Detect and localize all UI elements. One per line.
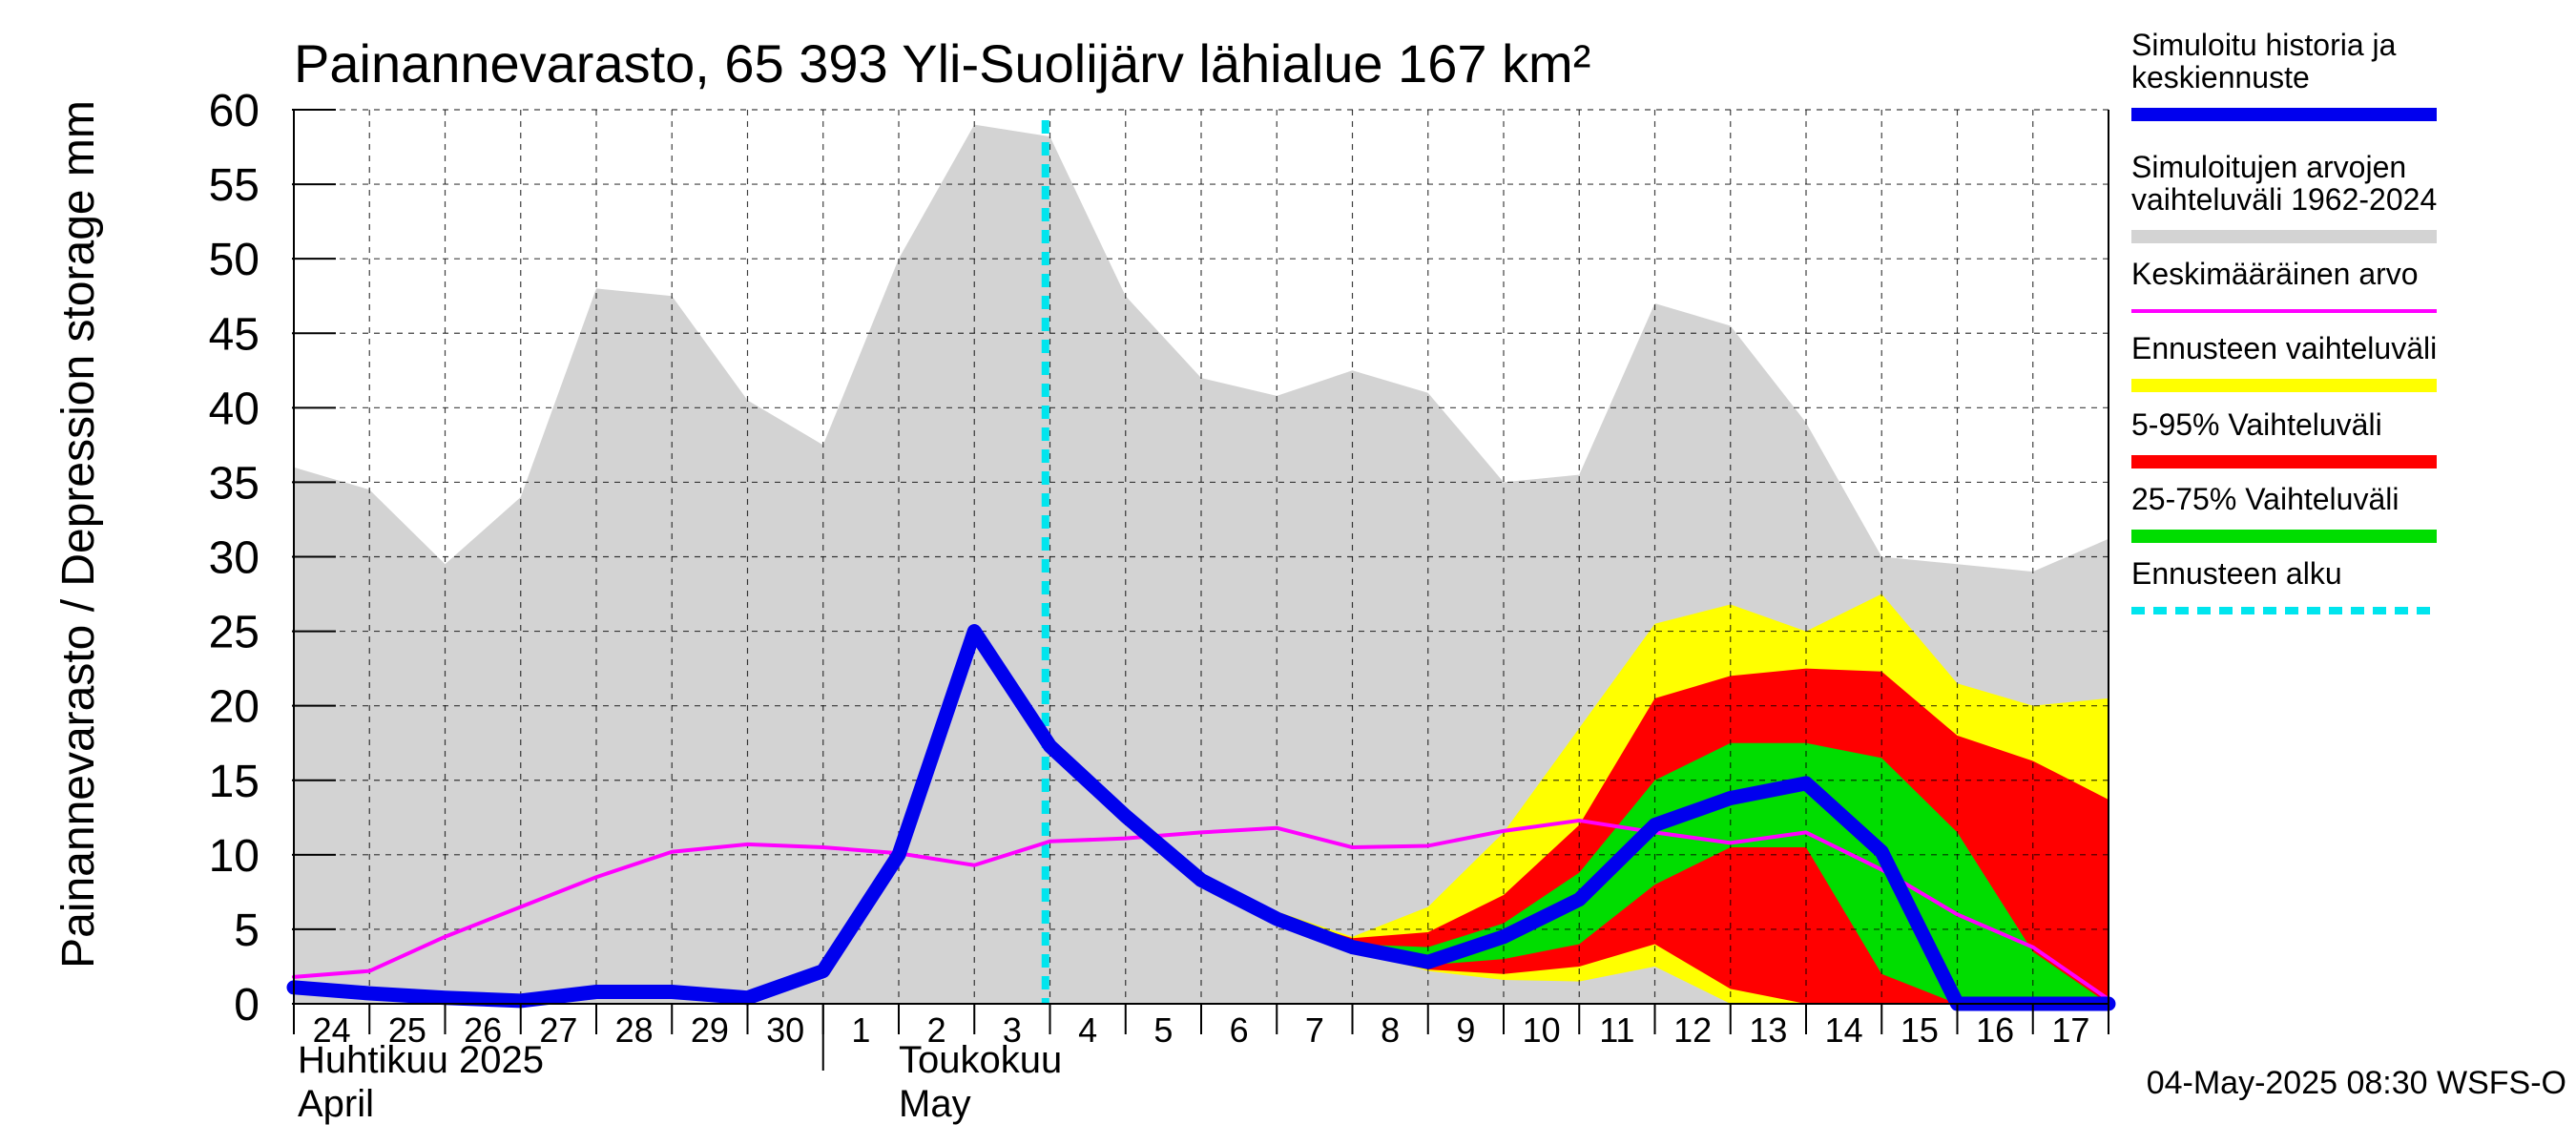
x-tick-label: 16 (1976, 1010, 2014, 1050)
x-tick-label: 4 (1078, 1010, 1097, 1050)
x-tick-label: 24 (313, 1010, 351, 1050)
x-tick-label: 25 (388, 1010, 426, 1050)
x-tick-label: 29 (691, 1010, 729, 1050)
x-tick-label: 15 (1901, 1010, 1939, 1050)
y-tick-label: 40 (209, 384, 260, 434)
x-tick-label: 9 (1456, 1010, 1475, 1050)
legend-label-keskim-r-inen-arvo: Keskimääräinen arvo (2131, 257, 2419, 291)
y-tick-label: 35 (209, 458, 260, 509)
x-tick-label: 6 (1230, 1010, 1249, 1050)
y-tick-label: 25 (209, 608, 260, 658)
y-axis-label: Painannevarasto / Depression storage mm (53, 100, 104, 968)
x-tick-label: 11 (1599, 1010, 1634, 1050)
legend-label-ennusteen-vaihteluv-li: Ennusteen vaihteluväli (2131, 331, 2437, 365)
y-tick-label: 0 (234, 980, 260, 1030)
x-tick-label: 5 (1153, 1010, 1173, 1050)
x-tick-label: 28 (615, 1010, 654, 1050)
timestamp: 04-May-2025 08:30 WSFS-O (2147, 1065, 2566, 1101)
legend-label-simuloitujen-arvojen-vaihteluv-li-1962-2024: vaihteluväli 1962-2024 (2131, 182, 2437, 217)
series-line-keskim-r-inen-arvo (292, 818, 2110, 1002)
chart-title: Painannevarasto, 65 393 Yli-Suolijärv lä… (294, 33, 1590, 94)
month-label-en: May (899, 1083, 971, 1125)
x-tick-label: 30 (766, 1010, 804, 1050)
y-tick-label: 60 (209, 86, 260, 136)
series-line-simuloitu-historia-ja-keskiennuste (286, 624, 2116, 1011)
y-tick-label: 30 (209, 533, 260, 584)
x-tick-label: 8 (1381, 1010, 1400, 1050)
x-tick-label: 7 (1305, 1010, 1324, 1050)
y-tick-label: 50 (209, 235, 260, 285)
x-tick-label: 13 (1749, 1010, 1787, 1050)
x-tick-label: 17 (2051, 1010, 2089, 1050)
y-tick-label: 15 (209, 757, 260, 807)
legend-label-simuloitu-historia-ja-keskiennuste: keskiennuste (2131, 60, 2310, 94)
x-tick-label: 3 (1003, 1010, 1022, 1050)
y-tick-label: 45 (209, 309, 260, 360)
y-tick-label: 20 (209, 682, 260, 733)
grid-layer (294, 109, 2109, 1004)
x-tick-label: 14 (1825, 1010, 1863, 1050)
lines-layer (286, 120, 2116, 1011)
y-tick-label: 55 (209, 160, 260, 211)
legend-label-25-75-vaihteluv-li: 25-75% Vaihteluväli (2131, 482, 2399, 516)
x-tick-labels: 24 25 26 27 28 29 30 1 2 3 4 5 6 7 8 9 10 11 12 13 14 15 16 17 (313, 1010, 2090, 1050)
month-label: Huhtikuu 2025 (298, 1039, 544, 1081)
x-tick-label: 27 (539, 1010, 577, 1050)
month-label-en: April (298, 1083, 374, 1125)
y-tick-label: 10 (209, 831, 260, 882)
x-tick-label: 12 (1673, 1010, 1712, 1050)
legend-label-simuloitu-historia-ja-keskiennuste: Simuloitu historia ja (2131, 28, 2397, 62)
y-tick-label: 5 (234, 906, 260, 956)
legend-label-ennusteen-alku: Ennusteen alku (2131, 556, 2342, 591)
x-tick-label: 26 (464, 1010, 502, 1050)
x-tick-label: 1 (851, 1010, 870, 1050)
axes-layer (292, 109, 2109, 1071)
legend-label-simuloitujen-arvojen-vaihteluv-li-1962-2024: Simuloitujen arvojen (2131, 150, 2406, 184)
x-tick-label: 10 (1523, 1010, 1561, 1050)
x-tick-label: 2 (927, 1010, 946, 1050)
month-label: Toukokuu (899, 1039, 1062, 1081)
y-tick-labels: 0 5 10 15 20 25 30 35 40 45 50 55 60 (209, 86, 260, 1030)
legend-label-5-95-vaihteluv-li: 5-95% Vaihteluväli (2131, 407, 2382, 442)
